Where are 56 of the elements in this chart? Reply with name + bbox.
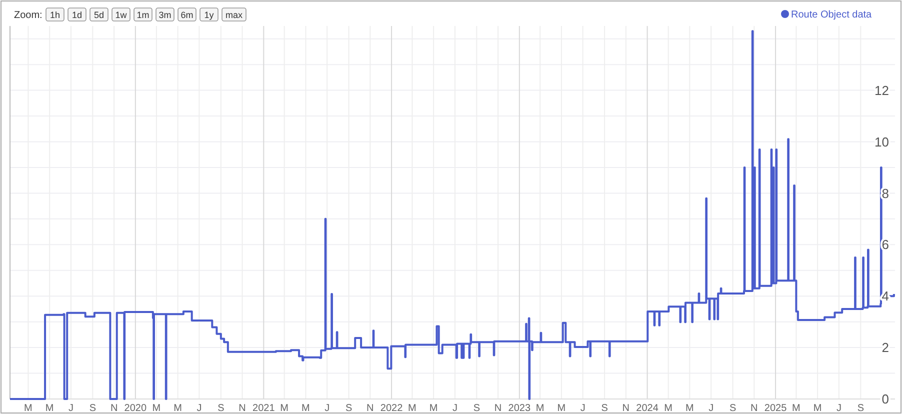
x-tick-label: 2021	[252, 403, 276, 414]
x-tick-label: S	[729, 403, 736, 414]
legend-label: Route Object data	[791, 10, 872, 20]
x-tick-label: S	[89, 403, 96, 414]
y-tick-label: 6	[882, 237, 889, 252]
x-tick-label: N	[366, 403, 374, 414]
x-tick-label: N	[750, 403, 758, 414]
x-tick-label: S	[857, 403, 864, 414]
x-tick-label: 2020	[124, 403, 147, 414]
text: 6m	[180, 10, 194, 20]
text: 1d	[72, 10, 82, 20]
x-tick-label: M	[280, 403, 288, 414]
x-tick-label: M	[686, 403, 694, 414]
x-tick-label: M	[536, 403, 544, 414]
x-tick-label: M	[174, 403, 182, 414]
x-tick-label: 2022	[380, 403, 404, 414]
x-tick-label: J	[196, 403, 202, 414]
x-tick-label: J	[708, 403, 714, 414]
text: 1m	[136, 10, 150, 20]
x-tick-label: M	[45, 403, 54, 414]
x-tick-label: N	[110, 403, 118, 414]
x-tick-label: 2025	[764, 403, 788, 414]
x-tick-label: J	[324, 403, 330, 414]
x-tick-label: M	[664, 403, 672, 414]
text: max	[225, 10, 243, 20]
x-tick-label: M	[152, 403, 161, 414]
text: 5d	[94, 10, 104, 20]
x-tick-label: M	[813, 403, 822, 414]
text: 1y	[204, 10, 214, 20]
x-tick-label: 2023	[508, 403, 531, 414]
x-tick-label: J	[68, 403, 74, 414]
text: 1w	[115, 10, 128, 20]
x-tick-label: M	[792, 403, 800, 414]
x-tick-label: S	[601, 403, 608, 414]
x-tick-label: S	[473, 403, 480, 414]
x-tick-label: S	[218, 403, 225, 414]
x-tick-label: J	[836, 403, 842, 414]
x-tick-label: N	[622, 403, 630, 414]
x-tick-label: M	[429, 403, 438, 414]
x-tick-label: J	[580, 403, 586, 414]
x-tick-label: N	[494, 403, 502, 414]
x-tick-label: M	[24, 403, 32, 414]
x-tick-label: S	[345, 403, 352, 414]
text: 1h	[50, 10, 60, 20]
y-tick-label: 0	[882, 392, 889, 407]
y-tick-label: 2	[882, 340, 889, 356]
y-tick-label: 10	[874, 134, 889, 150]
y-tick-label: 12	[874, 82, 889, 98]
x-tick-label: M	[557, 403, 566, 414]
text: 3m	[158, 10, 172, 20]
x-tick-label: M	[408, 403, 416, 414]
x-tick-label: 2024	[636, 403, 659, 414]
x-tick-label: J	[452, 403, 458, 414]
x-tick-label: N	[238, 403, 246, 414]
x-tick-label: M	[302, 403, 310, 414]
text: Zoom:	[14, 10, 42, 21]
